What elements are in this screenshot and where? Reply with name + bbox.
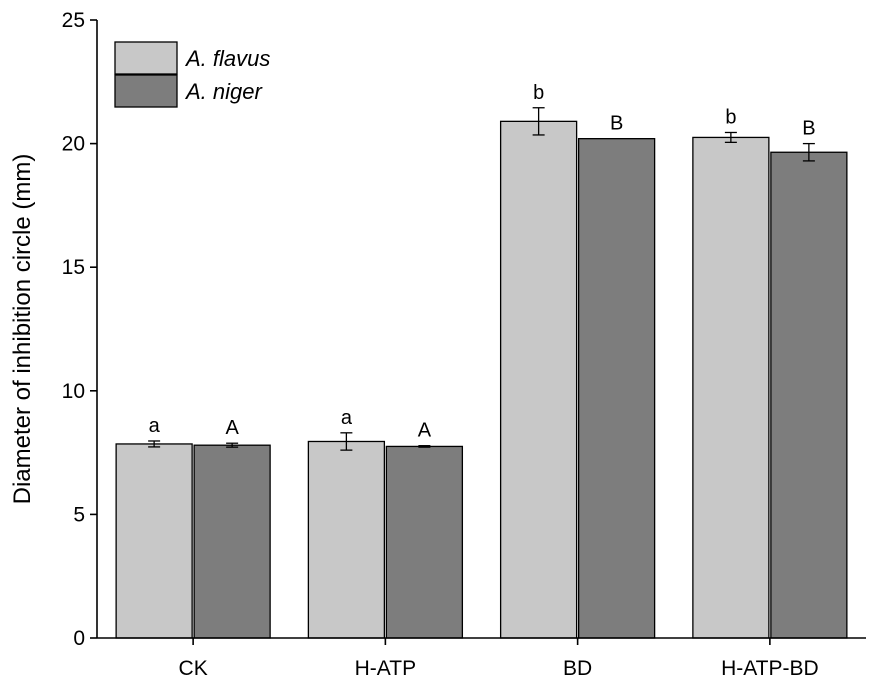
significance-label: A [225,417,239,439]
y-ticks: 0 5 10 15 20 25 [62,9,97,650]
x-tick-label: H-ATP [355,657,416,680]
significance-label: b [725,106,736,128]
y-tick-label: 20 [62,133,85,156]
y-axis-title: Diameter of inhibition circle (mm) [9,154,36,505]
y-tick-label: 10 [62,380,85,403]
significance-label: a [341,407,353,429]
bar-niger-2 [577,138,656,639]
error-bars [148,107,815,451]
y-tick-label: 15 [62,256,85,279]
x-tick-label: H-ATP-BD [721,657,819,680]
significance-label: b [533,82,544,104]
bar-niger-1 [385,445,464,639]
y-tick-label: 0 [73,627,85,650]
bar-niger-3 [770,151,848,639]
legend: A. flavus A. niger [114,41,270,108]
significance-label: B [802,118,815,140]
y-tick-label: 25 [62,9,85,32]
bar-flavus-3 [692,136,770,639]
legend-swatch-niger [114,74,178,108]
significance-label: B [610,113,623,135]
x-tick-label: BD [563,657,592,680]
y-tick-label: 5 [73,503,85,526]
x-tick-label: CK [179,657,208,680]
legend-label-niger: A. niger [184,79,263,104]
bar-flavus-2 [499,120,578,639]
x-ticks: CK H-ATP BD H-ATP-BD [179,638,819,680]
legend-swatch-flavus [114,41,178,75]
legend-label-flavus: A. flavus [184,46,270,71]
significance-label: A [418,420,432,442]
bars [115,120,848,639]
axes [96,20,866,639]
significance-label: a [149,415,161,437]
bar-flavus-0 [115,443,193,639]
bar-niger-0 [193,444,271,639]
bar-flavus-1 [307,440,386,639]
